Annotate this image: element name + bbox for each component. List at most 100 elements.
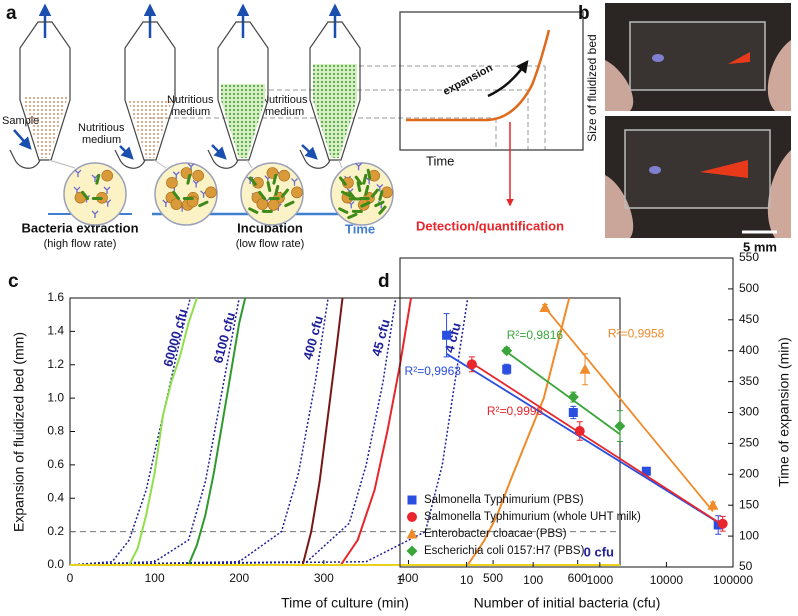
x-axis-title: Number of initial bacteria (cfu) (474, 595, 661, 611)
antibody (355, 162, 363, 171)
y-tick-label: 1.0 (47, 390, 64, 404)
y-tick-label: 0.8 (47, 424, 64, 438)
medium-label: Nutritious (167, 94, 214, 106)
bead (291, 186, 303, 199)
y2-tick-label: 350 (739, 374, 759, 388)
finger (605, 175, 634, 238)
y-tick-label: 0.4 (47, 490, 64, 504)
medium-arrow (301, 144, 318, 160)
inset-frame (399, 11, 584, 151)
plug (652, 54, 664, 62)
antibody (172, 171, 180, 179)
medium-arrow (211, 144, 227, 160)
bacterium (258, 190, 267, 201)
x-tick-label: 1000 (586, 573, 613, 587)
bacterium (198, 200, 209, 208)
series-line (339, 297, 412, 566)
y2-tick-label: 200 (739, 466, 759, 480)
medium-label: Nutritious (78, 122, 125, 134)
x-tick-label: 100 (523, 573, 543, 587)
y2-tick-label: 250 (739, 436, 759, 450)
tube-fill (221, 84, 265, 158)
antibody (91, 210, 99, 218)
inlet (9, 149, 41, 169)
marker (579, 363, 591, 374)
finger (767, 150, 791, 238)
sample-arrow (13, 129, 32, 150)
bed (728, 52, 750, 64)
tube-fill (313, 64, 357, 158)
bacterium (338, 176, 347, 186)
fit-line (544, 306, 714, 512)
bacterium (360, 201, 371, 208)
y-tick-label: 1.6 (47, 290, 64, 304)
zoom-line (153, 159, 167, 169)
series-line (187, 297, 247, 566)
legend-label: Escherichia coli 0157:H7 (PBS) (424, 545, 585, 557)
bacterium (172, 190, 181, 201)
extraction-note: (high flow rate) (44, 238, 117, 250)
x-tick-label: 100 (145, 571, 165, 585)
marker (539, 301, 551, 312)
inlet (114, 149, 146, 169)
panel-label: c (8, 271, 19, 292)
expansion-arrow (487, 60, 529, 98)
r2-label: R²=0,9998 (487, 404, 544, 418)
bacterium (378, 190, 384, 201)
y-tick-label: 1.2 (47, 357, 64, 371)
bacterium (356, 181, 362, 193)
panel-label: d (378, 271, 390, 292)
bacterium (370, 188, 380, 198)
marker (501, 345, 513, 357)
y2-tick-label: 100 (739, 528, 759, 542)
antibody (291, 178, 298, 186)
y-tick-label: 1.4 (47, 324, 64, 338)
y2-tick-label: 400 (739, 343, 759, 357)
plug (649, 166, 661, 174)
tube (217, 21, 269, 161)
tube (309, 21, 361, 161)
x-tick-label: 300 (314, 571, 334, 585)
guides (150, 65, 546, 150)
marker (567, 391, 579, 403)
y-tick-label: 0.6 (47, 457, 64, 471)
bead (192, 169, 204, 182)
x-tick-label: 500 (483, 571, 503, 585)
inlet (299, 149, 331, 169)
y2-tick-label: 450 (739, 312, 759, 326)
bead (205, 186, 217, 199)
medium-arrow (119, 145, 134, 160)
extraction-label: Bacteria extraction (21, 220, 138, 235)
bead (101, 169, 113, 182)
bacterium (266, 181, 272, 193)
bacterium (364, 184, 370, 196)
medium-label: medium (265, 106, 304, 118)
marker (641, 466, 651, 476)
x-tick-label: 1 (397, 573, 404, 587)
fit-line (69, 297, 240, 566)
y2-tick-label: 550 (739, 250, 759, 264)
detection-label: Detection/quantification (416, 218, 564, 233)
x-tick-label: 0 (67, 571, 74, 585)
y2-tick-label: 50 (739, 559, 753, 573)
y-tick-label: 0.2 (47, 524, 64, 538)
y2-axis-title: Time of expansion (min) (776, 337, 792, 487)
inset-curve-label: expansion (441, 62, 495, 98)
panel-a: a Sample Nutritious medium Nutritious me… (2, 3, 599, 250)
r2-label: R²=0,9963 (405, 364, 462, 378)
r2-label: R²=0,9816 (507, 328, 564, 342)
chip (624, 129, 771, 209)
x-tick-label: 600 (568, 571, 588, 585)
fit-line (69, 297, 191, 566)
photo (605, 116, 791, 238)
x-tick-label: 10000 (650, 573, 684, 587)
panel-d: d Number of initial bacteria (cfu) Time … (378, 250, 792, 611)
marker (466, 359, 477, 370)
x-tick-label: 400 (398, 571, 418, 585)
bacterium (248, 207, 259, 214)
y-axis-title: Expansion of fluidized bed (mm) (11, 332, 27, 532)
zoom-line (246, 159, 253, 169)
finger (605, 60, 634, 111)
